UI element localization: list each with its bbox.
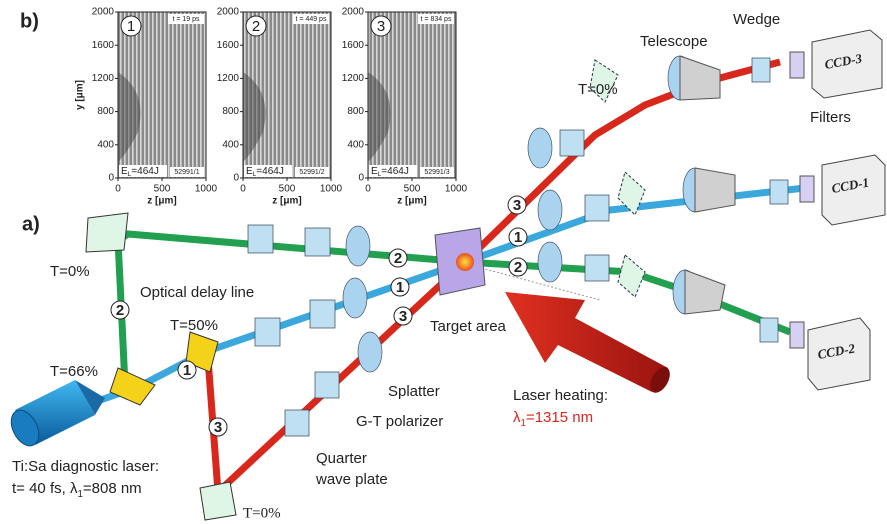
label: 500 [279, 184, 296, 195]
label: 2 [252, 18, 260, 35]
label: EL=464J [371, 166, 409, 179]
label: 52991/1 [174, 169, 199, 176]
label: b) [20, 10, 39, 32]
label: Splatter [388, 383, 440, 400]
label: 52991/3 [424, 169, 449, 176]
label: T=66% [50, 363, 98, 380]
optics [248, 52, 814, 436]
label: Telescope [640, 33, 708, 50]
label: T=0% [578, 81, 618, 98]
label: Quarter [316, 450, 367, 467]
label: 1 [127, 18, 135, 35]
label: t = 834 ps [421, 16, 452, 23]
label: wave plate [315, 471, 388, 488]
label: 1200 [217, 73, 240, 84]
label: 3 [399, 308, 407, 325]
text-part: =464J [256, 166, 284, 177]
label: 500 [154, 184, 171, 195]
label: t = 449 ps [296, 16, 327, 23]
label: 2000 [92, 7, 115, 18]
label: Laser heating: [513, 387, 608, 404]
text-part: =808 nm [83, 480, 142, 497]
label: 2000 [342, 7, 365, 18]
laser-source [6, 380, 105, 450]
label: 1000 [445, 184, 468, 195]
label: T=50% [170, 317, 218, 334]
cameras [808, 30, 885, 390]
label: 0 [233, 173, 239, 184]
label: 400 [97, 139, 114, 150]
wedge-element [618, 255, 645, 297]
label: 1600 [342, 40, 365, 51]
label: 2 [394, 250, 402, 267]
label: 1600 [217, 40, 240, 51]
label: 1 [396, 279, 404, 296]
target-spot [456, 253, 474, 271]
label: T=0% [50, 263, 90, 280]
label: EL=464J [121, 166, 159, 179]
label: z [μm] [397, 196, 426, 207]
mirror [200, 482, 236, 520]
label: 2 [514, 259, 522, 276]
diagram: b)y [μm]1t = 19 psEL=464J52991/120001600… [0, 0, 887, 524]
label: 3 [377, 18, 385, 35]
label: 1600 [92, 40, 115, 51]
label: a) [22, 213, 40, 235]
label: z [μm] [147, 196, 176, 207]
text-part: =464J [131, 166, 159, 177]
label: Target area [430, 318, 507, 335]
label: 1 [514, 229, 522, 246]
mirror [86, 213, 128, 252]
label: Filters [810, 109, 851, 126]
label: 0 [240, 184, 246, 195]
label: 0 [358, 173, 364, 184]
label: 800 [347, 106, 364, 117]
label: T=0% [243, 505, 281, 521]
label: 1200 [92, 73, 115, 84]
label: 800 [97, 106, 114, 117]
label: y [μm] [75, 80, 86, 110]
text-part: t= 40 fs, [12, 480, 70, 497]
label: t= 40 fs, λ1=808 nm [12, 480, 142, 500]
label: 800 [222, 106, 239, 117]
label: 1200 [342, 73, 365, 84]
label: 3 [513, 197, 521, 214]
label: 1000 [320, 184, 343, 195]
label: 400 [222, 139, 239, 150]
label: 0 [108, 173, 114, 184]
label: 500 [404, 184, 421, 195]
beam-splitter [110, 368, 155, 405]
label: 3 [214, 419, 222, 436]
label: Wedge [733, 11, 780, 28]
label: z [μm] [272, 196, 301, 207]
label: 0 [365, 184, 371, 195]
label: 1000 [195, 184, 218, 195]
heating-arrow [505, 292, 668, 392]
label: 400 [347, 139, 364, 150]
label: 2 [116, 302, 124, 319]
label: EL=464J [246, 166, 284, 179]
label: 52991/2 [299, 169, 324, 176]
label: 1 [183, 362, 191, 379]
label: t = 19 ps [172, 16, 200, 23]
text-part: =464J [381, 166, 409, 177]
label: 2000 [217, 7, 240, 18]
label: Ti:Sa diagnostic laser: [12, 458, 159, 475]
label: G-T polarizer [356, 413, 443, 430]
label: Optical delay line [140, 284, 254, 301]
label: 0 [115, 184, 121, 195]
text-part: =1315 nm [526, 409, 593, 426]
label: λ1=1315 nm [513, 409, 593, 429]
